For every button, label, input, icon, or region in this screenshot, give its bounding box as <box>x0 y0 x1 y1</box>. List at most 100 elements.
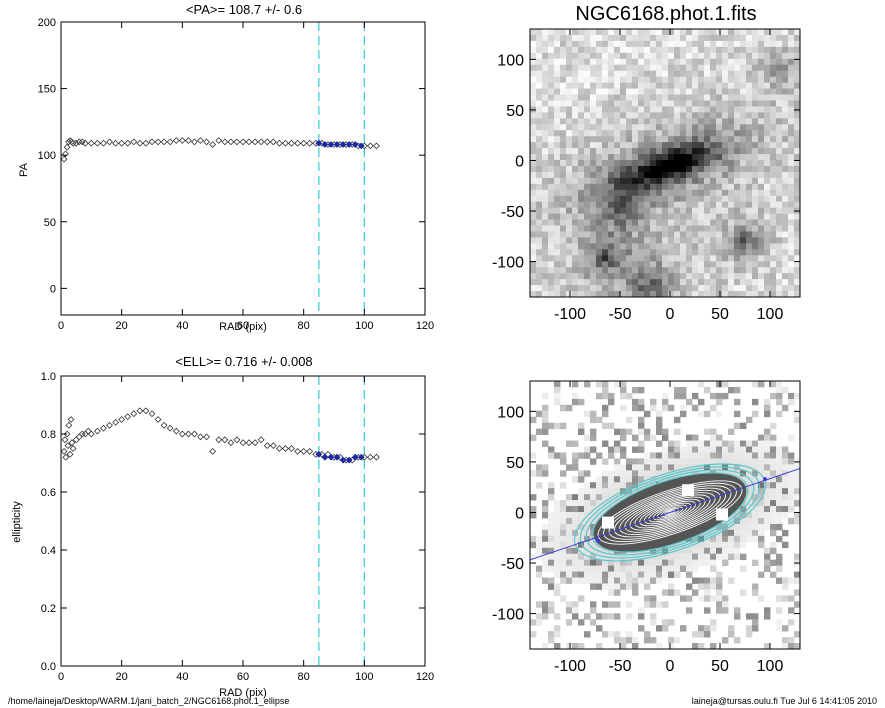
image-pixel <box>632 207 639 215</box>
contour-pixel <box>680 595 687 602</box>
contour-pixel <box>620 571 627 578</box>
image-pixel <box>698 207 705 215</box>
contour-pixel <box>782 464 789 471</box>
image-pixel <box>530 279 537 286</box>
contour-pixel <box>740 470 747 477</box>
image-pixel <box>578 219 585 226</box>
image-pixel <box>614 58 621 66</box>
image-pixel <box>776 148 783 155</box>
contour-pixel <box>554 422 561 430</box>
image-pixel <box>680 106 687 113</box>
image-pixel <box>782 88 789 95</box>
image-pixel <box>578 82 585 89</box>
image-pixel <box>614 160 621 167</box>
image-pixel <box>788 213 795 220</box>
image-pixel <box>536 34 543 42</box>
image-pixel <box>740 29 747 36</box>
image-pixel <box>602 231 609 238</box>
image-pixel <box>554 40 561 48</box>
image-pixel <box>578 189 585 197</box>
contour-pixel <box>716 547 723 555</box>
image-pixel <box>590 100 597 107</box>
image-pixel <box>656 154 663 161</box>
contour-pixel <box>692 404 699 412</box>
image-pixel <box>614 255 621 262</box>
image-pixel <box>668 34 675 42</box>
image-pixel <box>626 219 633 226</box>
pa-point <box>221 138 229 146</box>
image-pixel <box>566 124 573 131</box>
ell-plot-title: <ELL>= 0.716 +/- 0.008 <box>175 354 312 369</box>
contour-pixel <box>626 571 633 578</box>
image-pixel <box>770 171 777 179</box>
image-pixel <box>590 201 597 209</box>
image-pixel <box>554 106 561 113</box>
image-pixel <box>584 58 591 66</box>
image-pixel <box>650 154 657 161</box>
image-pixel <box>548 207 555 215</box>
ell-point <box>62 453 70 461</box>
image-pixel <box>692 213 699 220</box>
image-pixel <box>794 100 801 107</box>
contour-pixel <box>614 637 621 644</box>
contour-pixel <box>698 452 705 459</box>
image-pixel <box>566 255 573 262</box>
image-pixel <box>662 183 669 191</box>
image-pixel <box>692 118 699 125</box>
contour-pixel <box>668 470 675 477</box>
contour-pixel <box>542 512 549 519</box>
ell-point <box>67 416 75 423</box>
image-pixel <box>788 100 795 107</box>
image-pixel <box>560 160 567 167</box>
image-pixel <box>638 94 645 101</box>
image-pixel <box>578 58 585 66</box>
image-pixel <box>710 136 717 143</box>
image-pixel <box>656 201 663 209</box>
image-pixel <box>740 76 747 83</box>
image-pixel <box>686 183 693 191</box>
contour-pixel <box>680 464 687 471</box>
ell-point <box>178 430 186 438</box>
image-pixel <box>782 160 789 167</box>
contour-pixel <box>692 470 699 477</box>
pa-x-tick-label: 0 <box>58 320 64 332</box>
image-pixel <box>692 249 699 256</box>
image-pixel <box>656 285 663 292</box>
image-pixel <box>776 279 783 286</box>
image-pixel <box>620 231 627 238</box>
contour-pixel <box>782 488 789 495</box>
image-pixel <box>644 70 651 78</box>
ell-point <box>367 453 374 461</box>
image-pixel <box>734 142 741 149</box>
image-pixel <box>644 29 651 36</box>
image-pixel <box>644 243 651 250</box>
image-pixel <box>626 160 633 167</box>
contour-pixel <box>590 416 597 424</box>
contour-pixel <box>542 565 549 572</box>
image-pixel <box>686 64 693 72</box>
image-pixel <box>560 219 567 226</box>
image-pixel <box>776 142 783 149</box>
image-pixel <box>782 64 789 72</box>
contour-pixel <box>764 559 771 567</box>
image-pixel <box>788 29 795 36</box>
contour-pixel <box>704 559 711 567</box>
image-pixel <box>530 29 537 36</box>
contour-pixel <box>602 458 609 465</box>
contour-pixel <box>686 565 693 572</box>
image-pixel <box>614 118 621 125</box>
image-pixel <box>608 213 615 220</box>
image-pixel <box>734 213 741 220</box>
image-pixel <box>758 148 765 155</box>
image-pixel <box>794 213 801 220</box>
image-pixel <box>728 201 735 209</box>
contour-frame <box>529 380 801 650</box>
image-pixel <box>776 64 783 72</box>
image-pixel <box>596 34 603 42</box>
image-pixel <box>710 130 717 137</box>
image-y-tick-label: 0 <box>515 153 524 170</box>
image-pixel <box>710 171 717 179</box>
position-angle-line <box>530 467 800 561</box>
image-pixel <box>692 171 699 179</box>
image-pixel <box>746 106 753 113</box>
